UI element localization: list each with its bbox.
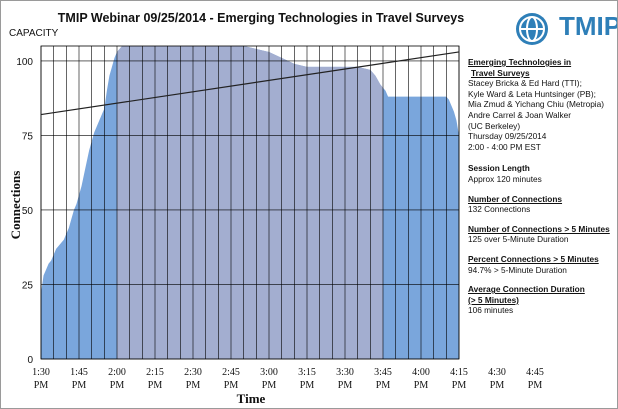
- x-tick-label-ampm: PM: [338, 380, 353, 391]
- trendline: [40, 51, 460, 116]
- x-tick-label: 2:15: [146, 367, 164, 378]
- connections-label: Number of Connections: [468, 193, 563, 204]
- x-tick-label: 2:45: [222, 367, 240, 378]
- x-tick-label: 4:00: [412, 367, 430, 378]
- event-title-line1: Emerging Technologies in: [468, 57, 572, 67]
- percent-label: Percent Connections > 5 Minutes: [468, 253, 599, 264]
- presenter-line: Andre Carrel & Joan Walker: [468, 109, 571, 120]
- x-tick-label-ampm: PM: [72, 380, 87, 391]
- x-tick-label: 2:00: [108, 367, 126, 378]
- x-tick-label-ampm: PM: [148, 380, 163, 391]
- x-tick-label-ampm: PM: [300, 380, 315, 391]
- y-tick-label: 75: [22, 131, 34, 142]
- x-tick-label-ampm: PM: [490, 380, 505, 391]
- x-tick-label: 3:30: [336, 367, 354, 378]
- avg-duration-label: Average Connection Duration: [468, 284, 585, 295]
- event-time: 2:00 - 4:00 PM EST: [468, 141, 541, 152]
- x-tick-label-ampm: PM: [376, 380, 391, 391]
- webinar-info-panel: Emerging Technologies in Travel Surveys …: [468, 57, 617, 316]
- connections-5min-value: 125 over 5-Minute Duration: [468, 234, 569, 245]
- x-tick-label: 2:30: [184, 367, 202, 378]
- chart-title: TMIP Webinar 09/25/2014 - Emerging Techn…: [57, 11, 465, 25]
- x-tick-label: 3:00: [260, 367, 278, 378]
- event-date: Thursday 09/25/2014: [468, 131, 547, 142]
- x-tick-label: 3:15: [298, 367, 316, 378]
- presenter-line: Stacey Bricka & Ed Hard (TTI);: [468, 78, 582, 89]
- connections-5min-label: Number of Connections > 5 Minutes: [468, 223, 610, 234]
- x-tick-label-ampm: PM: [414, 380, 429, 391]
- plot-border: [40, 45, 460, 360]
- y-axis-label: Connections: [8, 170, 23, 240]
- x-tick-label-ampm: PM: [224, 380, 239, 391]
- event-title-line2: Travel Surveys: [471, 67, 530, 78]
- tmip-logo-text: TMIP: [559, 11, 618, 41]
- x-axis-label: Time: [236, 391, 266, 406]
- x-tick-label: 4:30: [488, 367, 506, 378]
- tmip-globe-icon: [516, 13, 548, 45]
- x-tick-label-ampm: PM: [186, 380, 201, 391]
- session-length-value: Approx 120 minutes: [468, 173, 542, 184]
- x-tick-label-ampm: PM: [452, 380, 467, 391]
- presenter-line: Kyle Ward & Leta Huntsinger (PB);: [468, 88, 596, 99]
- x-tick-label-ampm: PM: [34, 380, 49, 391]
- y-tick-label: 50: [22, 206, 34, 217]
- session-length-label: Session Length: [468, 163, 530, 174]
- x-tick-label: 4:45: [526, 367, 544, 378]
- x-tick-label-ampm: PM: [110, 380, 125, 391]
- y-tick-label: 100: [16, 57, 33, 68]
- avg-duration-sublabel: (> 5 Minutes): [468, 294, 519, 305]
- presenter-line: Mia Zmud & Yichang Chiu (Metropia): [468, 99, 605, 110]
- x-tick-label: 1:45: [70, 367, 88, 378]
- session-window-shade: [117, 46, 383, 359]
- x-tick-label-ampm: PM: [262, 380, 277, 391]
- x-tick-label: 1:30: [32, 367, 50, 378]
- x-tick-label-ampm: PM: [528, 380, 543, 391]
- capacity-label: CAPACITY: [9, 28, 59, 39]
- x-tick-label: 4:15: [450, 367, 468, 378]
- percent-value: 94.7% > 5-Minute Duration: [468, 264, 567, 275]
- connections-value: 132 Connections: [468, 204, 531, 215]
- x-tick-label: 3:45: [374, 367, 392, 378]
- presenter-line: (UC Berkeley): [468, 120, 521, 131]
- y-tick-label: 25: [22, 280, 34, 291]
- y-tick-label: 0: [27, 355, 33, 366]
- avg-duration-value: 106 minutes: [468, 305, 514, 316]
